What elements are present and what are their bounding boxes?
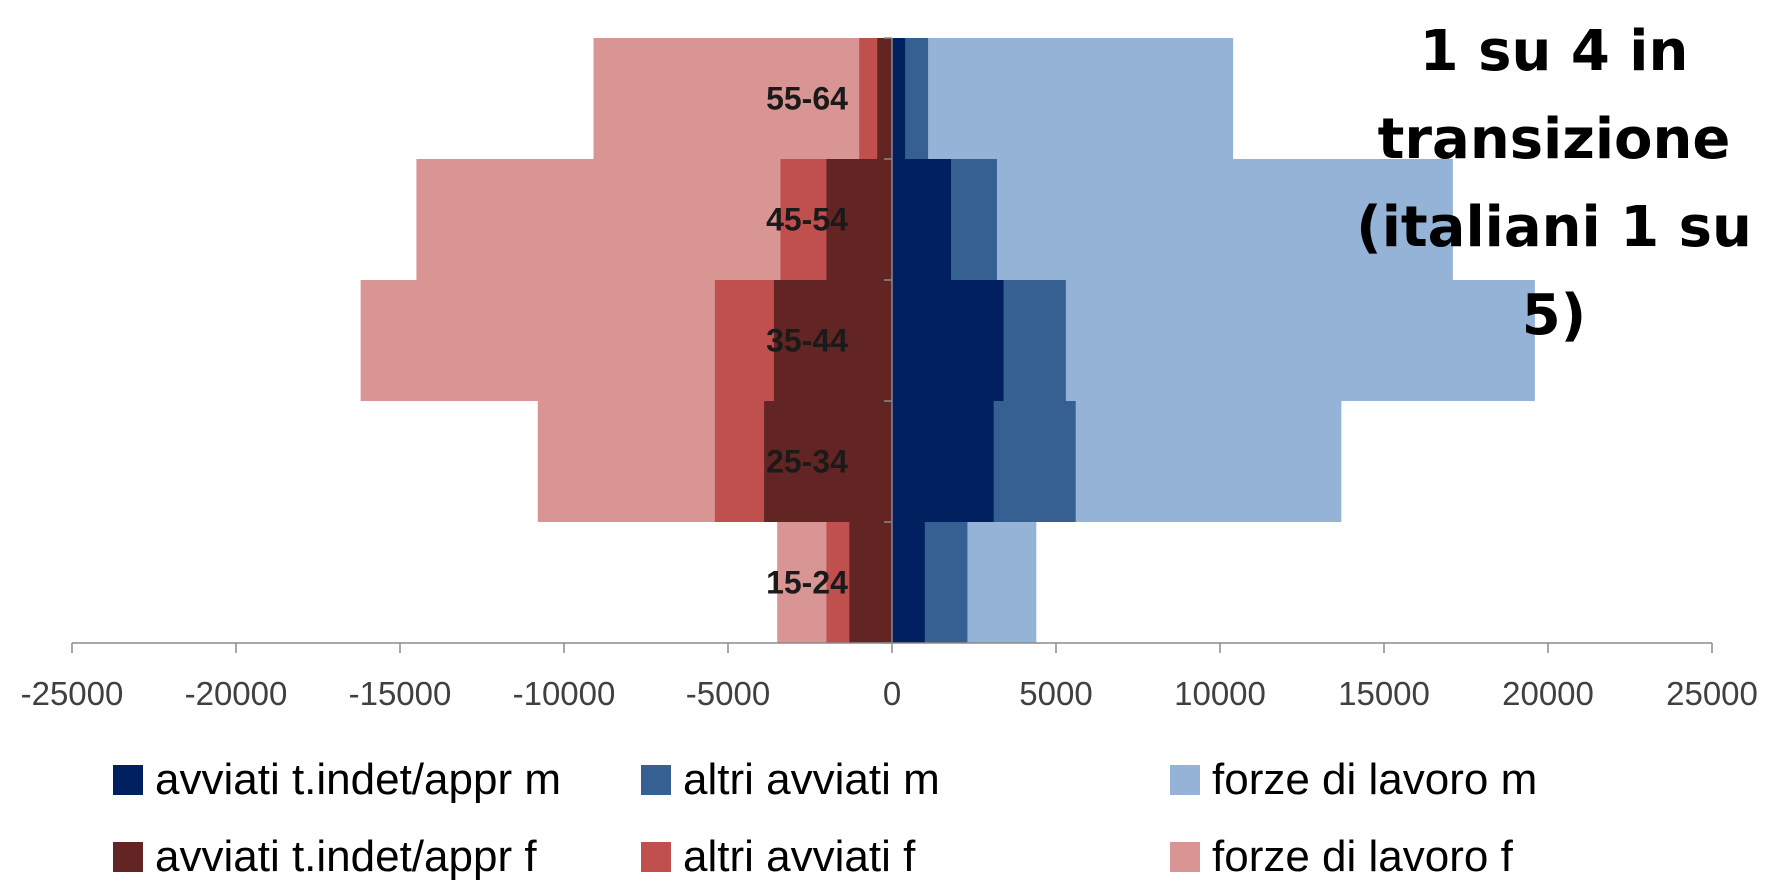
category-label-45-54: 45-54 [766,202,848,238]
bar-avviati-t-indet-appr-f-25-34 [764,401,892,522]
category-labels: 15-24 25-34 35-44 45-54 55-64 [766,81,848,601]
bars-group [360,38,1535,643]
x-tick-label: -25000 [21,675,124,712]
x-axis: -25000 -20000 -15000 -10000 -5000 0 5000 10000 1… [21,37,1758,712]
x-tick-label: -15000 [349,675,452,712]
category-label-15-24: 15-24 [766,565,848,601]
x-tick-label: -10000 [513,675,616,712]
bar-forze-di-lavoro-m-55-64 [892,38,1234,159]
annotation-line-3: (italiani 1 su 5) [1356,195,1752,348]
x-tick-label: 5000 [1019,675,1092,712]
bar-avviati-t-indet-appr-m-55-64 [892,38,906,159]
x-tick-label: 25000 [1666,675,1758,712]
category-label-55-64: 55-64 [766,81,848,117]
bar-avviati-t-indet-appr-m-15-24 [892,522,925,643]
x-tick-label: 20000 [1502,675,1594,712]
category-label-25-34: 25-34 [766,444,848,480]
x-tick-label: -20000 [185,675,288,712]
annotation-line-1: 1 su 4 in [1419,19,1689,84]
bar-avviati-t-indet-appr-m-45-54 [892,159,952,280]
bar-avviati-t-indet-appr-m-25-34 [892,401,994,522]
bar-forze-di-lavoro-f-55-64 [593,38,892,159]
bar-avviati-t-indet-appr-f-35-44 [773,280,892,401]
bar-avviati-t-indet-appr-m-35-44 [892,280,1004,401]
bar-avviati-t-indet-appr-f-55-64 [877,38,892,159]
annotation-text: 1 su 4 in transizione (italiani 1 su 5) [1319,8,1789,360]
annotation-line-2: transizione [1377,107,1731,172]
bar-avviati-t-indet-appr-f-15-24 [849,522,892,643]
x-tick-label: -5000 [686,675,770,712]
x-tick-label: 10000 [1174,675,1266,712]
category-label-35-44: 35-44 [766,323,848,359]
x-tick-label: 15000 [1338,675,1430,712]
x-tick-label: 0 [883,675,901,712]
bar-avviati-t-indet-appr-f-45-54 [826,159,892,280]
